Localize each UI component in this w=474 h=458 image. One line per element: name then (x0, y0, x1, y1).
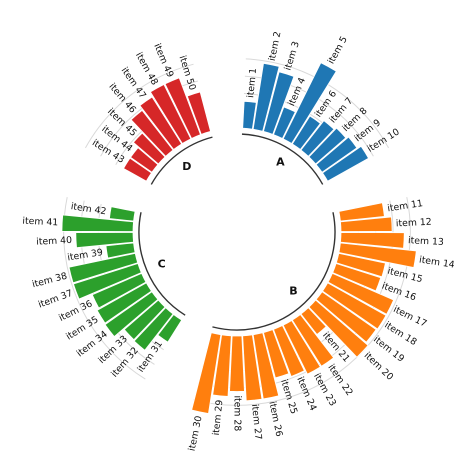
bar (139, 96, 183, 151)
bar (104, 291, 159, 338)
category-label: item 37 (37, 288, 74, 311)
category-label: item 39 (67, 247, 104, 263)
bar (130, 109, 174, 157)
category-label: item 13 (408, 235, 444, 248)
bar (262, 71, 295, 135)
bar (242, 100, 257, 130)
bar (335, 252, 386, 278)
category-label: item 41 (22, 216, 58, 229)
group-baseline (241, 133, 324, 185)
bar (149, 83, 192, 145)
bar (130, 147, 159, 173)
category-label: item 26 (266, 400, 284, 437)
category-label: item 27 (249, 404, 264, 441)
bar (315, 136, 358, 173)
category-label: item 15 (386, 266, 423, 286)
bar (212, 334, 232, 397)
category-label: item 1 (245, 67, 259, 98)
category-label: item 42 (70, 201, 107, 217)
bar (338, 242, 417, 269)
bar (327, 272, 395, 315)
bar (105, 242, 136, 259)
bar (300, 307, 327, 336)
category-label: item 28 (232, 395, 243, 431)
bar (300, 120, 335, 157)
category-label: item 2 (267, 30, 284, 61)
category-label: item 11 (387, 198, 424, 214)
category-label: item 38 (31, 271, 68, 291)
bar (315, 291, 377, 343)
bar (186, 91, 212, 135)
category-label: item 5 (326, 34, 350, 66)
bar (96, 282, 152, 324)
bar (252, 332, 280, 400)
bar (123, 157, 152, 182)
bar (273, 325, 305, 377)
bar (338, 202, 385, 222)
group-baseline (150, 136, 213, 185)
group-baseline (212, 212, 336, 331)
bar (308, 299, 369, 358)
bar (291, 313, 335, 367)
bar (72, 263, 142, 300)
reference-arc (245, 58, 389, 149)
bar (132, 132, 166, 165)
bar (75, 232, 134, 249)
bar (61, 214, 134, 232)
group-baseline (138, 212, 186, 316)
category-label: item 12 (396, 217, 432, 230)
bar (164, 77, 201, 139)
group-label: A (276, 155, 285, 168)
bar (68, 252, 139, 284)
bar (340, 216, 393, 232)
group-label: B (289, 284, 297, 297)
bar (282, 319, 321, 375)
bar (291, 115, 321, 151)
bar (242, 334, 263, 402)
bar (229, 335, 245, 392)
bar (340, 232, 405, 249)
category-label: item 30 (187, 415, 205, 452)
group-label: D (182, 160, 191, 173)
bar (262, 329, 290, 379)
group-label: C (158, 257, 166, 270)
bar (273, 106, 296, 139)
reference-arc (85, 63, 194, 149)
reference-arc (193, 197, 411, 406)
category-label: item 40 (36, 235, 72, 248)
category-label: item 29 (211, 399, 226, 436)
bar (133, 307, 174, 351)
bar (322, 282, 387, 330)
reference-arc (100, 80, 199, 157)
bar (123, 299, 166, 341)
bar (109, 206, 136, 222)
bar (282, 62, 337, 145)
bar (91, 272, 147, 309)
bar (322, 145, 370, 182)
bar (157, 313, 183, 343)
bar (191, 332, 222, 414)
bar (308, 127, 347, 165)
category-label: item 3 (283, 40, 302, 72)
category-label: item 14 (418, 254, 455, 270)
bar (252, 62, 280, 132)
bar (332, 263, 382, 292)
